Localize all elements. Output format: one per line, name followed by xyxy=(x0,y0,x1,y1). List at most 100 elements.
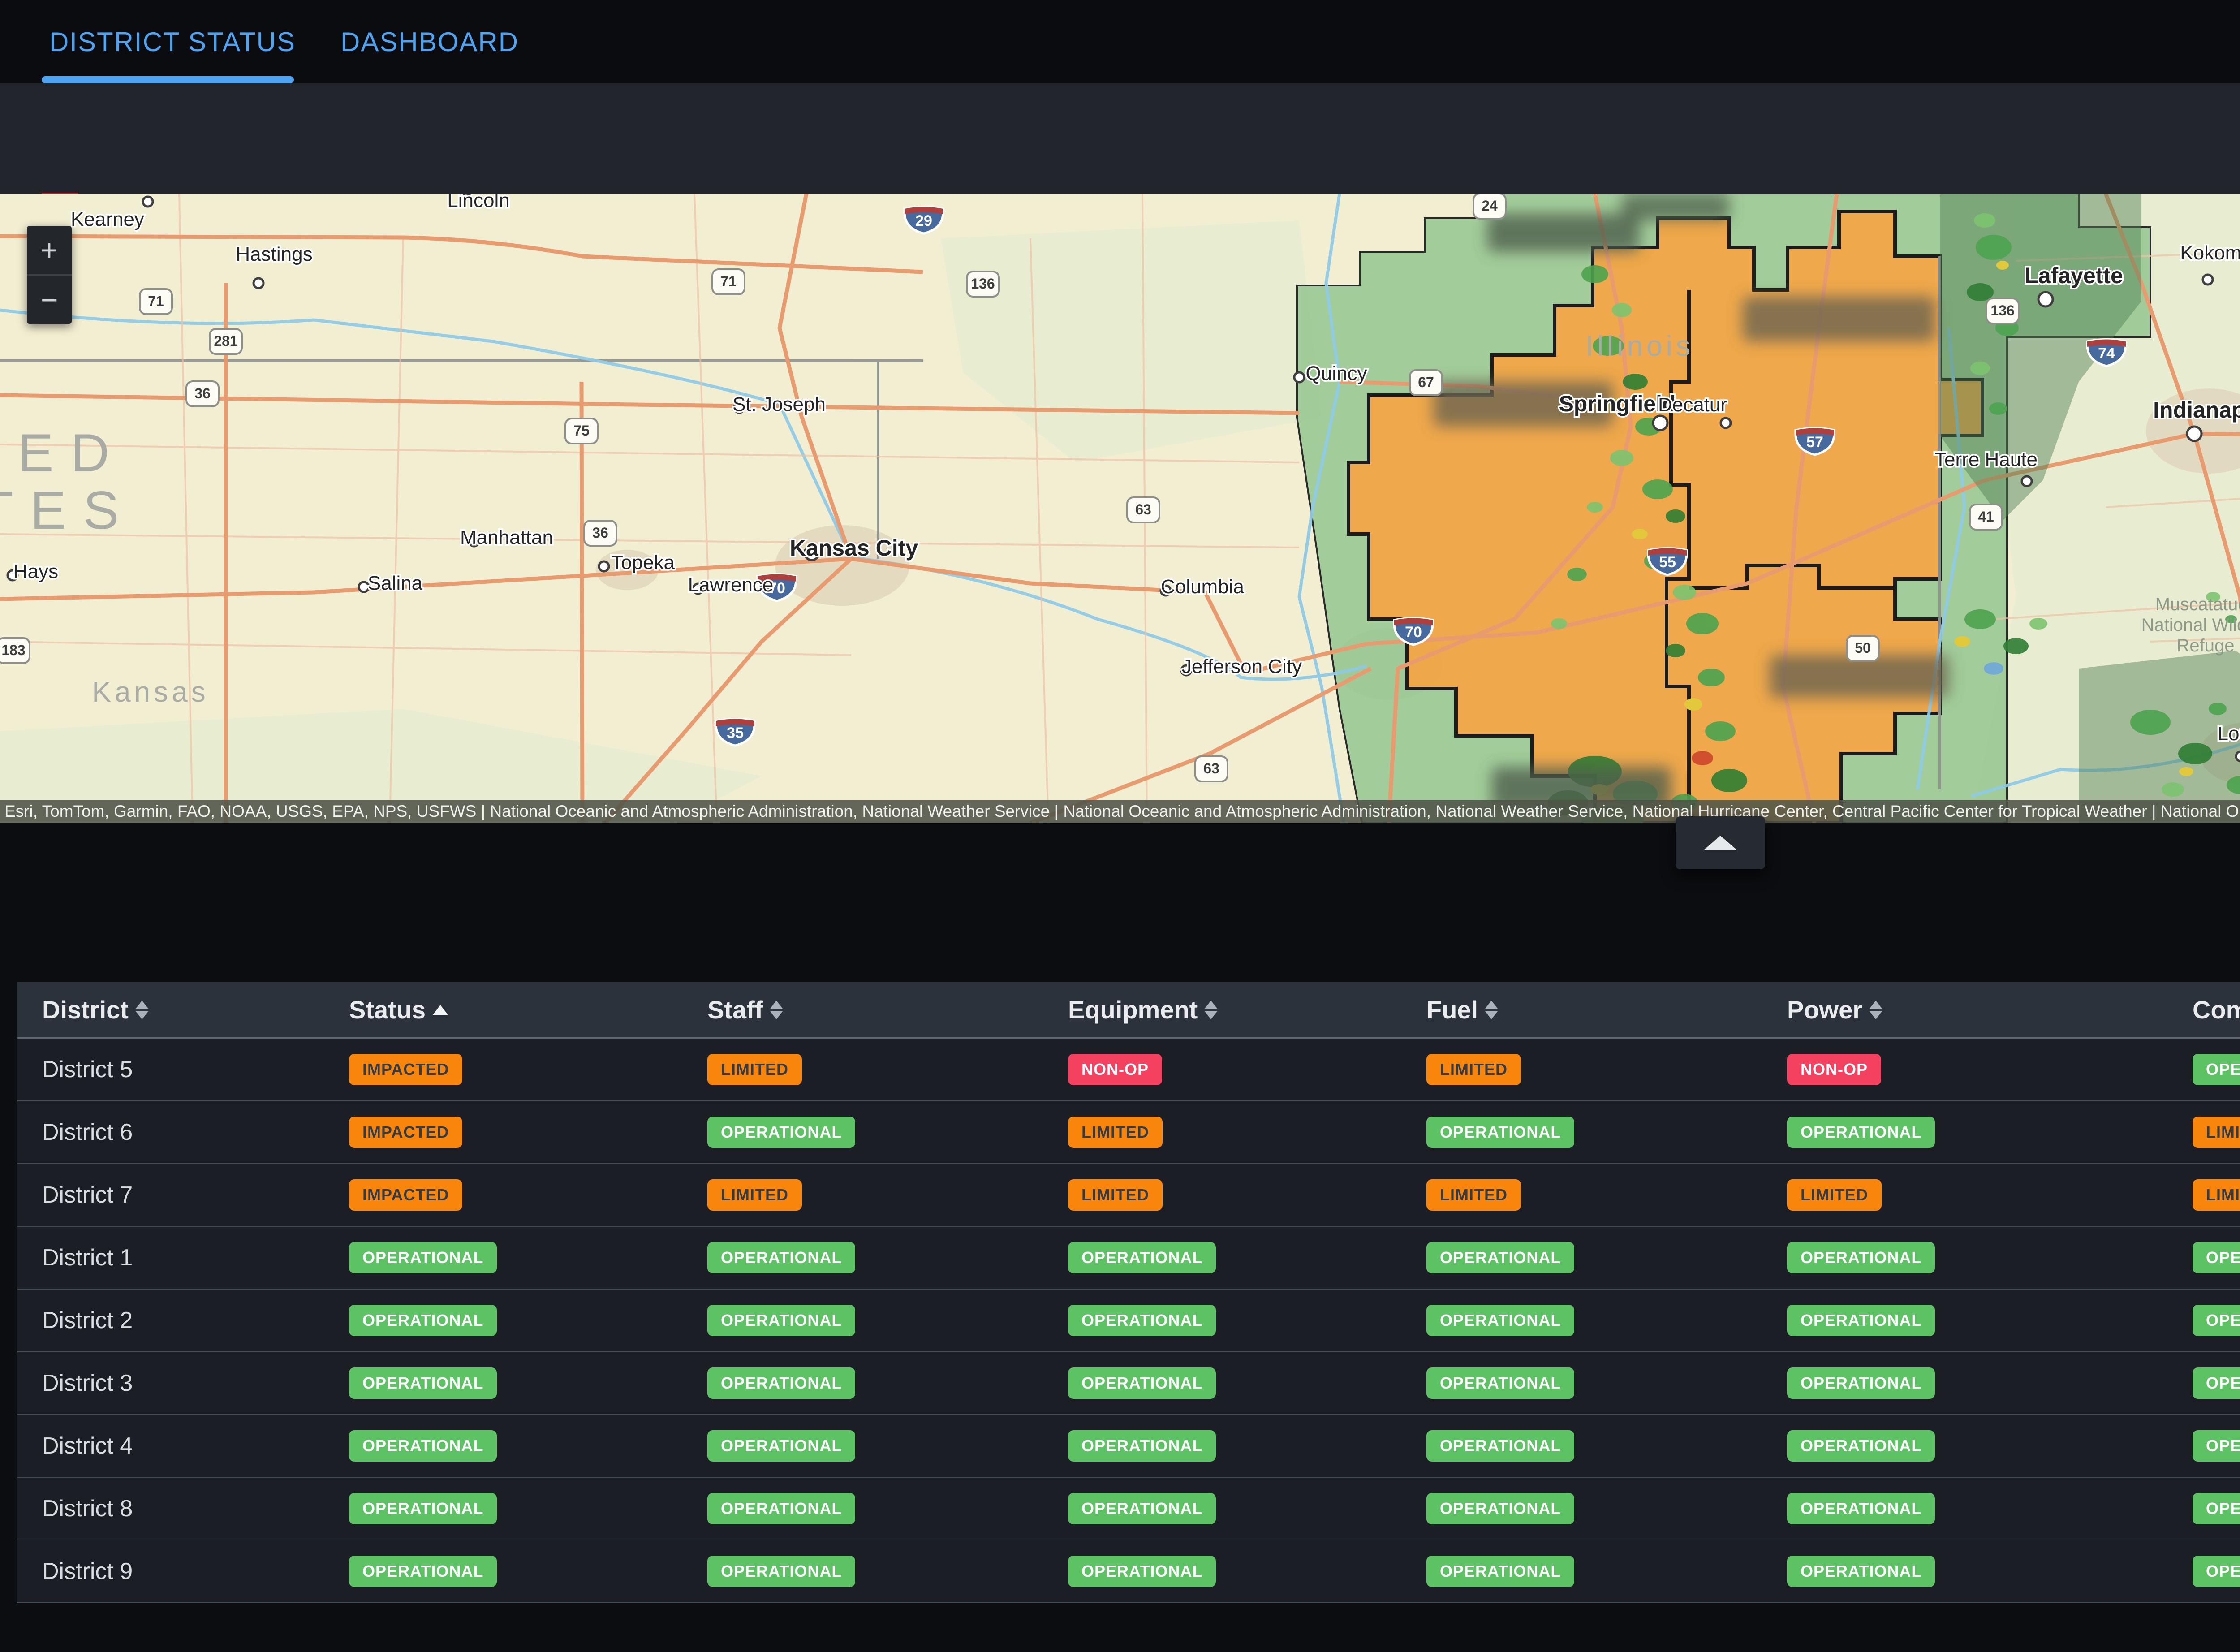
status-badge: OPERATIONAL xyxy=(1426,1493,1575,1524)
tab-district-status[interactable]: DISTRICT STATUS xyxy=(49,26,296,57)
svg-text:41: 41 xyxy=(1978,509,1994,525)
status-badge: OPERATIONAL xyxy=(2193,1556,2240,1587)
status-badge: OPERATIONAL xyxy=(2193,1054,2240,1085)
column-header-label: Communications xyxy=(2193,996,2240,1024)
us-route-shield-183: 183 xyxy=(0,637,30,664)
power-cell: OPERATIONAL xyxy=(1762,1117,2168,1148)
svg-text:70: 70 xyxy=(1405,624,1422,641)
table-body: District 5 IMPACTED LIMITED NON-OP LIMITED NO… xyxy=(17,1039,2240,1602)
city-dot xyxy=(252,277,265,289)
communications-cell: OPERATIONAL xyxy=(2168,1367,2240,1399)
status-badge: OPERATIONAL xyxy=(349,1556,497,1587)
column-header-status[interactable]: Status xyxy=(324,995,683,1024)
district-name: District 9 xyxy=(42,1558,133,1584)
power-cell: OPERATIONAL xyxy=(1762,1556,2168,1587)
zoom-in-button[interactable]: + xyxy=(40,233,58,267)
area-label: MuscatatuckNational WildlifeRefuge xyxy=(2141,595,2240,656)
weather-watch-regions xyxy=(1940,194,2240,823)
city-label-springfield: Springfield xyxy=(1559,391,1676,416)
status-badge: OPERATIONAL xyxy=(349,1305,497,1336)
equipment-cell: LIMITED xyxy=(1043,1179,1402,1211)
status-badge: OPERATIONAL xyxy=(349,1242,497,1273)
svg-text:36: 36 xyxy=(592,525,608,541)
status-badge: OPERATIONAL xyxy=(707,1242,856,1273)
city-dot xyxy=(1180,664,1193,677)
city-label-st-joseph: St. Joseph xyxy=(732,393,826,415)
city-dot xyxy=(598,560,610,573)
tab-dashboard[interactable]: DASHBOARD xyxy=(340,26,519,57)
column-header-power[interactable]: Power xyxy=(1762,995,2168,1024)
state-label: Kansas xyxy=(92,676,209,708)
status-badge: OPERATIONAL xyxy=(1787,1242,1935,1273)
status-badge: OPERATIONAL xyxy=(707,1556,856,1587)
svg-text:183: 183 xyxy=(1,642,25,658)
status-badge: OPERATIONAL xyxy=(707,1117,856,1148)
map-zoom-control: + − xyxy=(27,226,72,324)
us-route-shield-71: 71 xyxy=(139,288,173,315)
map-collapse-button[interactable] xyxy=(1676,816,1765,869)
city-dot xyxy=(2037,291,2054,308)
svg-text:71: 71 xyxy=(148,293,164,309)
column-header-staff[interactable]: Staff xyxy=(683,995,1043,1024)
svg-text:63: 63 xyxy=(1203,760,1219,776)
status-cell: OPERATIONAL xyxy=(324,1305,683,1336)
column-header-label: Equipment xyxy=(1068,996,1198,1024)
equipment-cell: NON-OP xyxy=(1043,1054,1402,1085)
city-label-jefferson-city: Jefferson City xyxy=(1182,656,1302,677)
status-badge: OPERATIONAL xyxy=(1068,1556,1216,1587)
us-route-shield-24: 24 xyxy=(1473,194,1507,220)
sort-icon xyxy=(770,1000,783,1019)
district-name: District 7 xyxy=(42,1182,133,1208)
city-label-columbia: Columbia xyxy=(1161,576,1244,598)
column-header-label: Power xyxy=(1787,996,1863,1024)
district-table: District Status Staff Equipment Fuel Power Com… xyxy=(17,982,2240,1603)
map-canvas[interactable]: IllinoisOhioKansasWest VirginiaUNITEDSTA… xyxy=(0,194,2240,869)
city-dot xyxy=(1719,417,1732,429)
blurred-district-labels xyxy=(1434,194,1949,810)
status-badge: OPERATIONAL xyxy=(2193,1242,2240,1273)
status-badge: OPERATIONAL xyxy=(349,1430,497,1462)
status-cell: OPERATIONAL xyxy=(324,1367,683,1399)
table-row: District 8 OPERATIONAL OPERATIONAL OPERATIO… xyxy=(17,1478,2240,1540)
active-tab-underline xyxy=(42,76,294,83)
communications-cell: OPERATIONAL xyxy=(2168,1305,2240,1336)
map-graphic: IllinoisOhioKansasWest VirginiaUNITEDSTA… xyxy=(0,194,2240,823)
power-cell: OPERATIONAL xyxy=(1762,1367,2168,1399)
status-badge: IMPACTED xyxy=(349,1117,463,1148)
district-name: District 5 xyxy=(42,1057,133,1083)
city-label-quincy: Quincy xyxy=(1306,362,1367,384)
status-badge: OPERATIONAL xyxy=(1068,1493,1216,1524)
status-badge: OPERATIONAL xyxy=(349,1493,497,1524)
communications-cell: OPERATIONAL xyxy=(2168,1242,2240,1273)
column-header-equipment[interactable]: Equipment xyxy=(1043,995,1402,1024)
status-badge: LIMITED xyxy=(1426,1054,1521,1085)
column-header-communications[interactable]: Communications xyxy=(2168,995,2240,1024)
svg-text:136: 136 xyxy=(971,276,995,292)
equipment-cell: OPERATIONAL xyxy=(1043,1556,1402,1587)
fuel-cell: OPERATIONAL xyxy=(1402,1430,1762,1462)
city-dot xyxy=(2235,750,2240,763)
fuel-cell: OPERATIONAL xyxy=(1402,1367,1762,1399)
interstate-shield-57: 57 xyxy=(1794,427,1835,456)
column-header-fuel[interactable]: Fuel xyxy=(1402,995,1762,1024)
city-dot xyxy=(1293,371,1305,384)
status-badge: IMPACTED xyxy=(349,1179,463,1211)
column-header-district[interactable]: District xyxy=(17,995,324,1024)
status-badge: OPERATIONAL xyxy=(1068,1367,1216,1399)
status-badge: LIMITED xyxy=(1787,1179,1882,1211)
city-dot xyxy=(1159,584,1172,597)
svg-text:24: 24 xyxy=(1482,198,1498,214)
status-badge: OPERATIONAL xyxy=(2193,1367,2240,1399)
city-label-indianapolis: Indianapolis xyxy=(2153,397,2240,423)
city-dot xyxy=(460,194,472,197)
staff-cell: OPERATIONAL xyxy=(683,1556,1043,1587)
zoom-out-button[interactable]: − xyxy=(40,283,58,316)
rivers xyxy=(0,194,2240,823)
status-cell: IMPACTED xyxy=(324,1117,683,1148)
attribution-sources: Esri, TomTom, Garmin, FAO, NOAA, USGS, E… xyxy=(4,802,2240,820)
communications-cell: OPERATIONAL xyxy=(2168,1493,2240,1524)
staff-cell: OPERATIONAL xyxy=(683,1117,1043,1148)
district-name: District 4 xyxy=(42,1433,133,1459)
status-badge: OPERATIONAL xyxy=(2193,1305,2240,1336)
